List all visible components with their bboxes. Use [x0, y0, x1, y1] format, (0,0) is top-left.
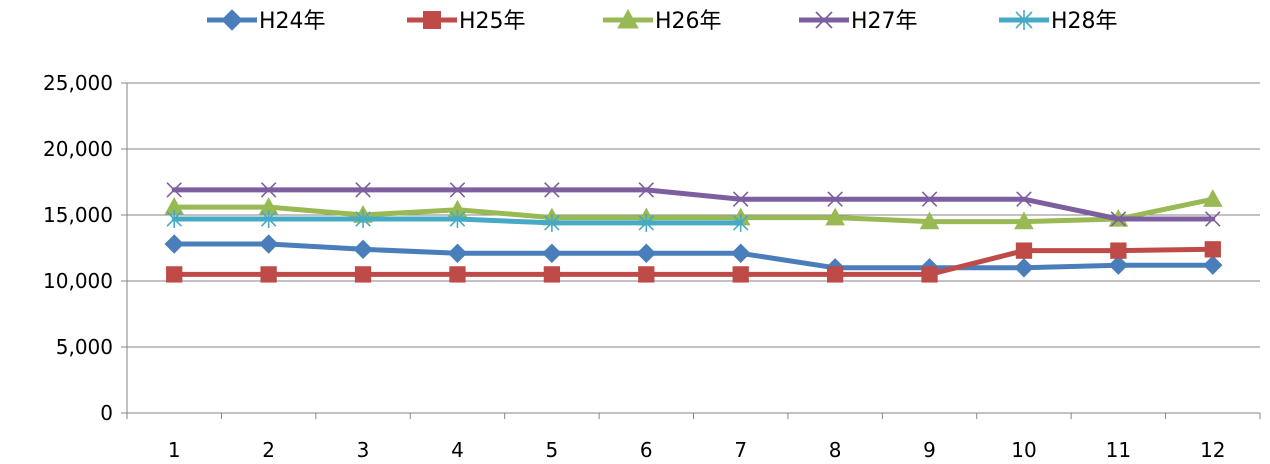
- data-point: [355, 182, 371, 198]
- data-point: [166, 266, 183, 283]
- legend-label: H24年: [259, 9, 326, 34]
- legend-item-5: H28年: [999, 9, 1118, 34]
- series-4: [166, 182, 1221, 227]
- series-line: [171, 187, 1216, 222]
- x-tick-label: 8: [829, 438, 842, 462]
- data-point: [260, 209, 277, 228]
- legend-label: H28年: [1051, 9, 1118, 34]
- data-point: [260, 182, 277, 198]
- x-tick-label: 3: [357, 438, 370, 462]
- y-tick-label: 5,000: [56, 335, 113, 359]
- data-point: [544, 182, 560, 198]
- data-point: [166, 182, 182, 198]
- data-point: [1014, 211, 1034, 230]
- data-point: [638, 213, 655, 232]
- data-point: [449, 266, 466, 283]
- data-point: [1202, 189, 1223, 207]
- x-tick-label: 5: [546, 438, 559, 462]
- x-tick-label: 6: [640, 438, 653, 462]
- data-point: [1205, 211, 1221, 227]
- series-5: [166, 209, 749, 232]
- data-point: [447, 243, 468, 263]
- data-point: [1016, 191, 1032, 207]
- x-tick-label: 10: [1011, 438, 1036, 462]
- y-tick-label: 10,000: [43, 269, 113, 293]
- legend-swatch-marker: [1015, 10, 1033, 30]
- data-point: [1014, 258, 1034, 278]
- data-point: [732, 266, 749, 283]
- legend-item-4: H27年: [799, 9, 918, 34]
- x-tick-label: 7: [734, 438, 747, 462]
- data-point: [353, 239, 373, 260]
- legend-item-2: H25年: [407, 9, 526, 34]
- data-point: [638, 266, 655, 283]
- data-point: [1203, 255, 1223, 275]
- data-point: [1110, 242, 1127, 259]
- data-point: [827, 191, 843, 207]
- data-point: [636, 243, 656, 263]
- legend: H24年 H25年 H26年 H27年 H28年: [207, 8, 1118, 34]
- legend-label: H25年: [459, 9, 526, 34]
- y-tick-label: 20,000: [43, 137, 113, 161]
- x-tick-label: 11: [1106, 438, 1131, 462]
- data-point: [354, 266, 372, 283]
- x-tick-label: 2: [262, 438, 275, 462]
- series-line: [171, 196, 1216, 225]
- legend-swatch-marker: [815, 11, 833, 29]
- data-point: [1204, 241, 1221, 258]
- data-point: [355, 209, 371, 228]
- data-point: [825, 207, 845, 226]
- data-point: [921, 266, 938, 283]
- data-point: [260, 266, 277, 283]
- y-tick-label: 25,000: [43, 71, 113, 95]
- data-point: [826, 266, 844, 283]
- x-tick-label: 4: [451, 438, 464, 462]
- data-point: [638, 182, 655, 198]
- series-line: [171, 241, 1216, 271]
- data-point: [1108, 255, 1129, 275]
- series-2: [166, 241, 1221, 283]
- data-point: [1015, 242, 1033, 259]
- legend-swatch-marker: [617, 8, 639, 29]
- data-point: [921, 191, 938, 207]
- data-point: [543, 266, 561, 283]
- legend-label: H27年: [851, 9, 918, 34]
- x-tick-label: 9: [923, 438, 936, 462]
- legend-swatch-marker: [221, 9, 243, 31]
- data-point: [732, 191, 749, 207]
- legend-item-1: H24年: [207, 9, 326, 34]
- data-point: [542, 243, 562, 263]
- data-point: [732, 213, 749, 232]
- data-point: [919, 211, 940, 230]
- x-tick-label: 1: [168, 438, 181, 462]
- grid-layer: [127, 82, 1260, 348]
- legend-item-3: H26年: [603, 8, 722, 34]
- legend-swatch-marker: [423, 11, 441, 29]
- data-point: [1110, 211, 1127, 227]
- data-point: [731, 243, 751, 263]
- data-point: [164, 234, 184, 254]
- data-point: [258, 234, 279, 254]
- x-tick-label: 12: [1200, 438, 1225, 462]
- data-point: [449, 209, 466, 228]
- series-1: [164, 234, 1223, 278]
- data-point: [449, 182, 466, 198]
- y-tick-label: 15,000: [43, 203, 113, 227]
- series-line: [171, 246, 1216, 277]
- legend-label: H26年: [655, 9, 722, 34]
- y-tick-label: 0: [100, 401, 113, 425]
- data-point: [544, 213, 560, 232]
- data-point: [166, 209, 182, 228]
- series-layer: [164, 182, 1223, 283]
